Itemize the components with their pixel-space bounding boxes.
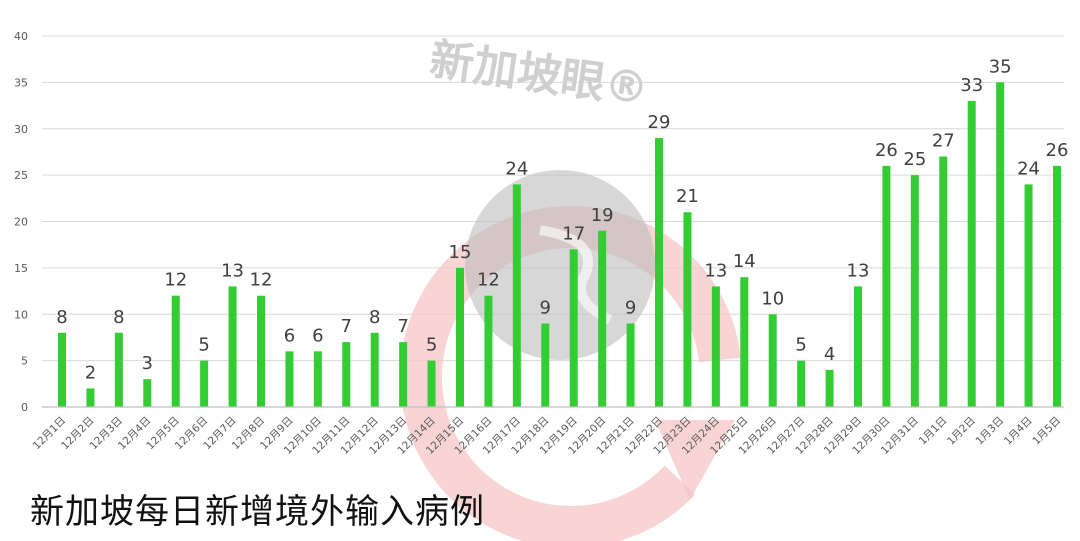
- bar: [740, 277, 749, 407]
- data-label: 8: [113, 307, 124, 328]
- data-label: 6: [284, 325, 295, 346]
- y-tick-label: 10: [14, 308, 28, 321]
- watermark-text: 新加坡眼®: [427, 34, 652, 115]
- data-label: 27: [932, 131, 955, 152]
- y-tick-label: 30: [14, 123, 28, 136]
- x-tick-label: 1月3日: [973, 415, 1006, 448]
- bar: [882, 165, 891, 407]
- data-label: 19: [591, 205, 614, 226]
- bar: [967, 100, 976, 408]
- bar: [399, 342, 408, 407]
- bar: [512, 184, 521, 407]
- data-label: 3: [142, 353, 153, 374]
- data-label: 10: [761, 288, 784, 309]
- data-label: 24: [505, 158, 528, 179]
- data-label: 9: [625, 298, 636, 319]
- bar: [797, 360, 806, 407]
- data-label: 5: [198, 335, 209, 356]
- bar: [200, 360, 209, 407]
- bar: [996, 82, 1005, 407]
- x-tick-label: 1月4日: [1002, 415, 1035, 448]
- data-label: 25: [903, 149, 926, 170]
- y-tick-label: 25: [14, 169, 28, 182]
- y-tick-label: 5: [21, 355, 28, 368]
- bar: [285, 351, 294, 407]
- bar: [626, 323, 635, 407]
- data-label: 26: [875, 140, 898, 161]
- data-label: 13: [221, 260, 244, 281]
- bar: [313, 351, 322, 407]
- data-label: 7: [341, 316, 352, 337]
- bar: [370, 332, 379, 407]
- x-axis-ticks: 12月1日12月2日12月3日12月4日12月5日12月6日12月7日12月8日…: [31, 415, 1064, 457]
- data-label: 21: [676, 186, 699, 207]
- y-tick-label: 20: [14, 216, 28, 229]
- y-tick-label: 35: [14, 76, 28, 89]
- data-label: 12: [250, 270, 273, 291]
- x-tick-label: 1月2日: [945, 415, 978, 448]
- data-label: 14: [733, 251, 756, 272]
- y-axis-ticks: 0 5 10 15 20 25 30 35 40: [14, 30, 28, 414]
- bar: [1053, 165, 1061, 407]
- bar: [114, 332, 123, 407]
- bar: [541, 323, 550, 407]
- data-label: 5: [795, 335, 806, 356]
- data-label: 12: [164, 270, 187, 291]
- bar: [484, 295, 493, 407]
- data-label: 9: [540, 298, 551, 319]
- data-label: 13: [704, 260, 727, 281]
- y-tick-label: 15: [14, 262, 28, 275]
- data-label: 8: [369, 307, 380, 328]
- data-label: 12: [477, 270, 500, 291]
- data-label: 8: [56, 307, 67, 328]
- data-label: 2: [85, 362, 96, 383]
- bar: [171, 295, 180, 407]
- x-tick-label: 1月1日: [917, 415, 950, 448]
- data-label: 4: [824, 344, 835, 365]
- data-label: 24: [1017, 158, 1040, 179]
- data-label: 35: [989, 56, 1012, 77]
- bar: [711, 286, 720, 407]
- bar: [228, 286, 237, 407]
- data-label: 26: [1046, 140, 1069, 161]
- bar: [655, 138, 663, 407]
- bar: [456, 267, 464, 407]
- data-label: 15: [449, 242, 472, 263]
- bar: [910, 175, 919, 407]
- data-label: 33: [960, 75, 983, 96]
- data-label: 17: [562, 223, 585, 244]
- data-label: 13: [847, 260, 870, 281]
- bar: [768, 314, 777, 407]
- data-label: 5: [426, 335, 437, 356]
- bar: [143, 379, 152, 407]
- bar: [257, 295, 265, 407]
- y-tick-label: 40: [14, 30, 28, 43]
- bar: [58, 332, 66, 407]
- chart-title: 新加坡每日新增境外输入病例: [30, 492, 485, 532]
- bar: [86, 388, 95, 407]
- bar: [342, 342, 351, 407]
- y-tick-label: 0: [21, 401, 28, 414]
- x-tick-label: 1月5日: [1030, 415, 1063, 448]
- bar: [683, 212, 692, 407]
- bar: [598, 230, 607, 407]
- data-label: 29: [648, 112, 671, 133]
- bar: [854, 286, 862, 407]
- bar: [569, 249, 578, 407]
- bars: [58, 82, 1061, 408]
- data-label: 6: [312, 325, 323, 346]
- bar: [825, 369, 834, 407]
- bar: [939, 156, 948, 407]
- data-label: 7: [397, 316, 408, 337]
- bar: [1024, 184, 1033, 407]
- bar: [427, 360, 436, 407]
